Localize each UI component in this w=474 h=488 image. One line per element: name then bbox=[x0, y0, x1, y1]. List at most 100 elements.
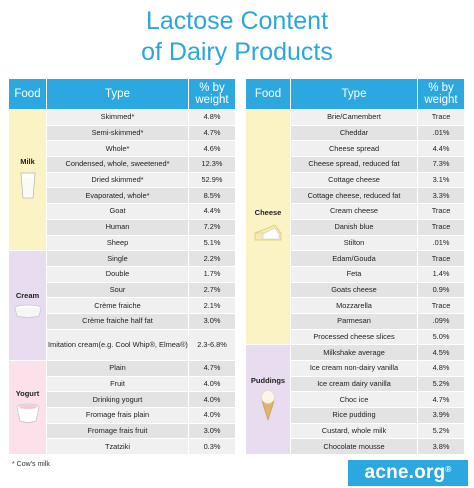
dairy-type: Danish blue bbox=[290, 218, 418, 236]
table-row: Fruit 4.0% bbox=[9, 375, 236, 393]
table-row: Tzatziki 0.3% bbox=[9, 438, 236, 456]
dairy-type-label: Cottage cheese bbox=[328, 175, 380, 185]
lactose-percent: 2.3-6.8% bbox=[188, 328, 236, 362]
dairy-type-label: Milkshake average bbox=[323, 347, 385, 357]
lactose-percent: 4.7% bbox=[188, 360, 236, 377]
dairy-type: Brie/Camembert bbox=[290, 109, 418, 126]
lactose-percent: 5.0% bbox=[417, 328, 465, 346]
dairy-type-label: Cheese spread bbox=[328, 143, 380, 153]
table-row: Cream cheese Trace bbox=[246, 203, 465, 220]
dairy-type-label: Crème fraiche half fat bbox=[82, 316, 153, 326]
lactose-percent: Trace bbox=[417, 218, 465, 236]
table-row: Chocolate mousse 3.8% bbox=[246, 438, 465, 456]
dairy-type: Goats cheese bbox=[290, 281, 418, 299]
lactose-percent: 4.4% bbox=[188, 203, 236, 220]
lactose-percent: 4.5% bbox=[417, 344, 465, 361]
brand-registered-mark: ® bbox=[445, 464, 452, 474]
dairy-type-label: Tzatziki bbox=[104, 441, 131, 451]
dairy-type-label: Custard, whole milk bbox=[321, 426, 387, 436]
ice-cream-cone-icon bbox=[258, 389, 278, 423]
dairy-type-example: (e.g. Cool Whip®, Elmea®) bbox=[98, 339, 188, 349]
dairy-type-label: Processed cheese slices bbox=[313, 331, 395, 341]
dairy-type-label: Crème fraiche bbox=[94, 300, 141, 310]
lactose-percent: 3.3% bbox=[417, 187, 465, 205]
title-line-1: Lactose Content bbox=[145, 7, 329, 35]
lactose-percent: 4.6% bbox=[188, 140, 236, 158]
table-row: Puddings Milkshake average 4.5% bbox=[245, 344, 465, 456]
lactose-percent: Trace bbox=[417, 250, 465, 267]
yogurt-cup-icon bbox=[14, 402, 42, 426]
lactose-percent: 52.9% bbox=[188, 171, 236, 189]
dairy-type-label: Double bbox=[105, 269, 130, 279]
dairy-type: Skimmed* bbox=[46, 109, 189, 126]
lactose-percent: 1.4% bbox=[417, 265, 465, 283]
lactose-percent: 5.2% bbox=[417, 375, 465, 393]
table-row: Choc ice 4.7% bbox=[246, 391, 465, 409]
brand-logo: acne.org ® bbox=[348, 460, 468, 486]
dairy-type: Custard, whole milk bbox=[290, 422, 418, 440]
dairy-type: Tzatziki bbox=[46, 438, 189, 456]
food-group-label: Cheese bbox=[254, 208, 282, 218]
lactose-percent: 7.3% bbox=[417, 156, 465, 173]
lactose-percent: 7.2% bbox=[188, 218, 236, 236]
table-row: Drinking yogurt 4.0% bbox=[9, 391, 236, 409]
table-row: Feta 1.4% bbox=[246, 265, 465, 283]
dairy-type: Crème fraiche half fat bbox=[46, 312, 189, 330]
dairy-type: Edam/Gouda bbox=[290, 250, 418, 267]
dairy-type: Crème fraiche bbox=[46, 297, 189, 314]
dairy-type: Chocolate mousse bbox=[290, 438, 418, 456]
lactose-percent: 3.8% bbox=[417, 438, 465, 456]
lactose-percent: Trace bbox=[417, 109, 465, 126]
dairy-type-label: Mozzarella bbox=[336, 300, 372, 310]
milk-glass-icon bbox=[19, 170, 37, 202]
title-line-2: of Dairy Products bbox=[141, 38, 333, 66]
dairy-type: Cottage cheese bbox=[290, 171, 418, 189]
dairy-type-label: Whole* bbox=[105, 143, 130, 153]
dairy-type-label: Fruit bbox=[110, 379, 125, 389]
table-row: Stilton .01% bbox=[246, 234, 465, 252]
table-row: Human 7.2% bbox=[9, 218, 236, 236]
dairy-type-label: Drinking yogurt bbox=[92, 394, 143, 404]
dairy-type-label: Fromage frais fruit bbox=[87, 426, 148, 436]
food-group-milk: Milk bbox=[8, 108, 47, 252]
table-row: Double 1.7% bbox=[9, 265, 236, 283]
lactose-percent: 4.8% bbox=[417, 360, 465, 377]
table-row: Yogurt Plain 4.7% bbox=[8, 360, 236, 456]
left-lactose-table: Food Type % by weight Milk Skimmed* 4.8% Se… bbox=[8, 78, 236, 456]
dairy-type: Sheep bbox=[46, 234, 189, 252]
dairy-type: Rice pudding bbox=[290, 407, 418, 424]
food-column-header: Food bbox=[245, 78, 291, 110]
dairy-type-label: Cottage cheese, reduced fat bbox=[307, 190, 401, 200]
dairy-type-label: Danish blue bbox=[334, 222, 374, 232]
dairy-type: Goat bbox=[46, 203, 189, 220]
dairy-type-label: Plain bbox=[109, 363, 126, 373]
dairy-type: Choc ice bbox=[290, 391, 418, 409]
lactose-percent: 5.2% bbox=[417, 422, 465, 440]
dairy-type-label: Single bbox=[107, 253, 128, 263]
table-row: Ice cream non-dairy vanilla 4.8% bbox=[246, 360, 465, 377]
table-row: Dried skimmed* 52.9% bbox=[9, 171, 236, 189]
table-row: Cream Single 2.2% bbox=[8, 250, 236, 362]
lactose-percent: 3.0% bbox=[188, 422, 236, 440]
dairy-type-label: Stilton bbox=[343, 237, 365, 247]
dairy-type: Imitation cream(e.g. Cool Whip®, Elmea®) bbox=[46, 328, 189, 362]
dairy-type: Single bbox=[46, 250, 189, 267]
table-row: Goats cheese 0.9% bbox=[246, 281, 465, 299]
lactose-percent: 2.2% bbox=[188, 250, 236, 267]
table-row: Crème fraiche 2.1% bbox=[9, 297, 236, 314]
table-row: Evaporated, whole* 8.5% bbox=[9, 187, 236, 205]
food-group-label: Yogurt bbox=[15, 388, 40, 398]
table-row: Rice pudding 3.9% bbox=[246, 407, 465, 424]
dairy-type-label: Condensed, whole, sweetened* bbox=[65, 159, 170, 169]
lactose-percent: 0.3% bbox=[188, 438, 236, 456]
lactose-percent: 3.9% bbox=[417, 407, 465, 424]
lactose-percent: Trace bbox=[417, 297, 465, 314]
lactose-percent: 12.3% bbox=[188, 156, 236, 173]
dairy-type-label: Goats cheese bbox=[331, 284, 377, 294]
right-lactose-table: Food Type % by weight Cheese Brie/Camembe… bbox=[245, 78, 465, 456]
table-row: Crème fraiche half fat 3.0% bbox=[9, 312, 236, 330]
dairy-type: Dried skimmed* bbox=[46, 171, 189, 189]
dairy-type-label: Cheese spread, reduced fat bbox=[308, 159, 400, 169]
footnote: * Cow's milk bbox=[12, 461, 50, 468]
cream-tub-icon bbox=[13, 304, 43, 320]
